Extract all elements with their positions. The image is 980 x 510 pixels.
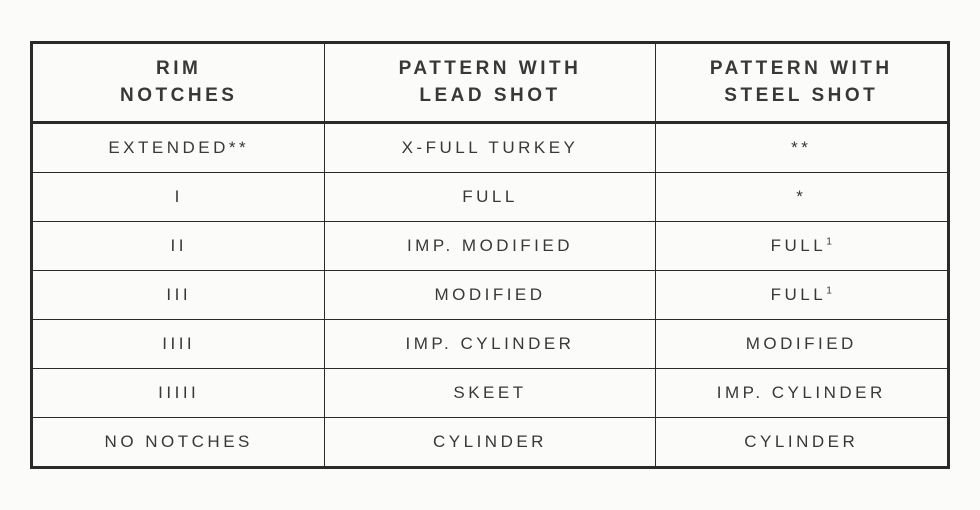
table-body: EXTENDED** X-FULL TURKEY ** I FULL * II … (32, 123, 949, 468)
cell-steel: FULL1 (655, 222, 948, 271)
table-row: II IMP. MODIFIED FULL1 (32, 222, 949, 271)
cell-lead: IMP. CYLINDER (325, 320, 655, 369)
cell-steel: FULL1 (655, 271, 948, 320)
table-row: EXTENDED** X-FULL TURKEY ** (32, 123, 949, 173)
header-steel-line2: STEEL SHOT (724, 85, 878, 106)
cell-steel-text: IMP. CYLINDER (717, 383, 886, 402)
cell-steel-text: MODIFIED (746, 334, 857, 353)
header-lead-line1: PATTERN WITH (399, 58, 582, 79)
table-row: I FULL * (32, 173, 949, 222)
header-rim-notches: RIM NOTCHES (32, 42, 325, 122)
cell-lead: X-FULL TURKEY (325, 123, 655, 173)
header-steel-shot: PATTERN WITH STEEL SHOT (655, 42, 948, 122)
cell-steel-text: CYLINDER (744, 432, 858, 451)
header-row: RIM NOTCHES PATTERN WITH LEAD SHOT PATTE… (32, 42, 949, 122)
cell-steel-sup: 1 (826, 285, 832, 296)
cell-steel-text: FULL (771, 236, 827, 255)
cell-steel: IMP. CYLINDER (655, 369, 948, 418)
cell-lead: SKEET (325, 369, 655, 418)
cell-lead: MODIFIED (325, 271, 655, 320)
table-row: NO NOTCHES CYLINDER CYLINDER (32, 418, 949, 468)
table-header: RIM NOTCHES PATTERN WITH LEAD SHOT PATTE… (32, 42, 949, 122)
cell-steel: MODIFIED (655, 320, 948, 369)
cell-lead: CYLINDER (325, 418, 655, 468)
header-rim-line1: RIM (156, 58, 201, 79)
cell-rim: EXTENDED** (32, 123, 325, 173)
cell-rim: II (32, 222, 325, 271)
cell-rim: NO NOTCHES (32, 418, 325, 468)
cell-rim: III (32, 271, 325, 320)
cell-steel-text: FULL (771, 285, 827, 304)
header-steel-line1: PATTERN WITH (710, 58, 893, 79)
cell-lead: FULL (325, 173, 655, 222)
header-lead-shot: PATTERN WITH LEAD SHOT (325, 42, 655, 122)
table-row: IIII IMP. CYLINDER MODIFIED (32, 320, 949, 369)
cell-steel: CYLINDER (655, 418, 948, 468)
cell-rim: IIII (32, 320, 325, 369)
cell-steel: * (655, 173, 948, 222)
cell-rim: IIIII (32, 369, 325, 418)
cell-steel-sup: 1 (826, 236, 832, 247)
choke-pattern-table: RIM NOTCHES PATTERN WITH LEAD SHOT PATTE… (30, 41, 950, 469)
table-row: III MODIFIED FULL1 (32, 271, 949, 320)
cell-lead: IMP. MODIFIED (325, 222, 655, 271)
header-rim-line2: NOTCHES (120, 85, 237, 106)
cell-steel: ** (655, 123, 948, 173)
cell-steel-text: * (796, 187, 806, 206)
cell-rim: I (32, 173, 325, 222)
table-row: IIIII SKEET IMP. CYLINDER (32, 369, 949, 418)
cell-steel-text: ** (791, 138, 811, 157)
choke-table-container: RIM NOTCHES PATTERN WITH LEAD SHOT PATTE… (30, 41, 950, 469)
header-lead-line2: LEAD SHOT (419, 85, 560, 106)
